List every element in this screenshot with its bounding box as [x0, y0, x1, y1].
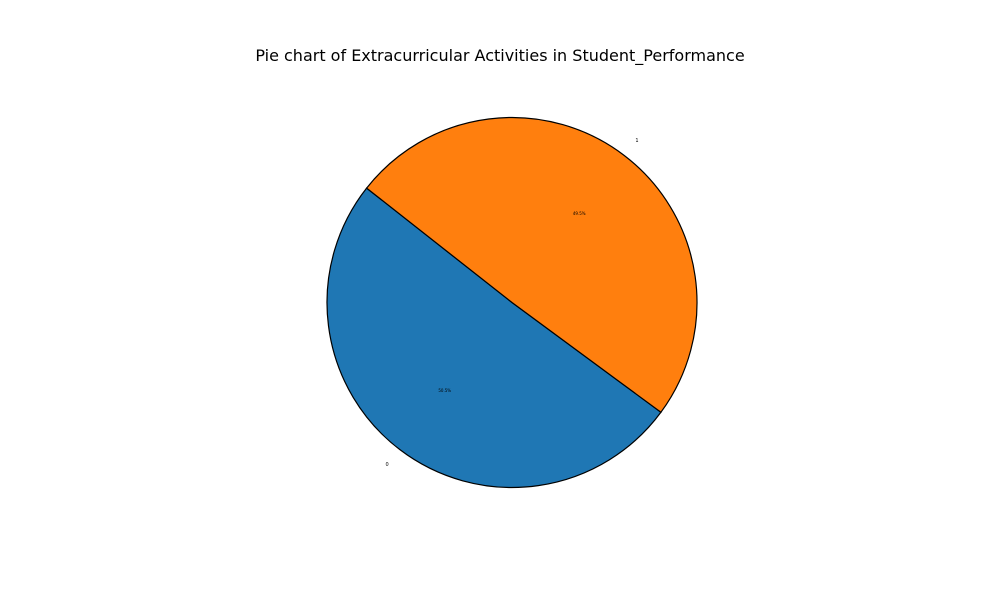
slice-percent-1: 49.5%	[573, 211, 586, 216]
slice-percent-0: 50.5%	[438, 388, 451, 393]
pie-slices	[326, 116, 698, 489]
pie-slice-1	[365, 116, 698, 414]
slice-label-1: 1	[635, 138, 638, 144]
chart-title: Pie chart of Extracurricular Activities …	[255, 46, 745, 65]
slice-label-0: 0	[385, 462, 388, 468]
pie-slice-0	[326, 187, 662, 489]
pie-labels: 0 50.5% 1 49.5%	[385, 138, 638, 468]
